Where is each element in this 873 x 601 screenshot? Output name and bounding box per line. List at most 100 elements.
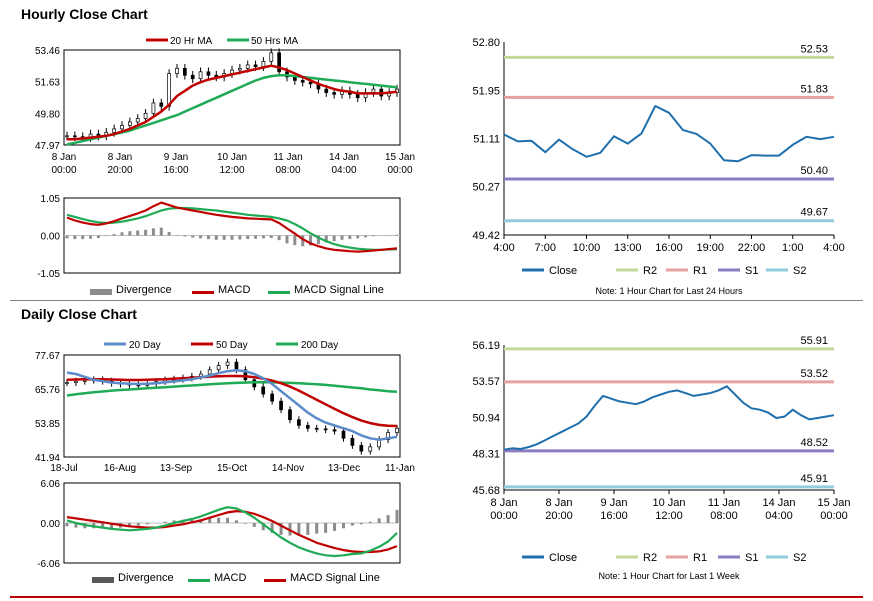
legend-label-r2: R2 — [643, 552, 657, 564]
x-tick-label: 22:00 — [738, 242, 766, 254]
candle-body — [324, 88, 329, 93]
level-label-s2: 45.91 — [800, 473, 828, 485]
candle-body — [238, 67, 242, 71]
candle-body — [234, 361, 239, 371]
hm-y-tick-label: 1.05 — [41, 194, 61, 205]
hourly-price-y-tick-label: 53.46 — [35, 46, 60, 57]
hourly-price-x-tick-time: 04:00 — [331, 165, 356, 176]
dl-y-tick-label: 56.19 — [472, 340, 500, 352]
hourly-price-x-tick-time: 08:00 — [275, 165, 300, 176]
candle-body — [135, 118, 140, 123]
hl-y-tick-label: 52.80 — [472, 37, 500, 49]
dl-y-tick-label: 53.57 — [472, 376, 500, 388]
chart-note: Note: 1 Hour Chart for Last 1 Week — [599, 571, 740, 581]
hourly-price-x-tick-date: 15 Jan — [385, 152, 415, 163]
x-tick-label: 4:00 — [493, 242, 514, 254]
x-tick-time: 00:00 — [490, 510, 518, 522]
level-label-r2: 55.91 — [800, 335, 828, 347]
candle-body — [323, 428, 328, 431]
dl-y-tick-label: 50.94 — [472, 412, 500, 424]
macd-legend-swatch — [188, 579, 210, 582]
candle-body — [167, 73, 171, 107]
hourly-macd-chart: 1.05 0.00 -1.05 — [37, 194, 401, 280]
daily-levels-chart: 56.19 53.57 50.94 48.31 45.68 55.91 53.52 48.52… — [472, 335, 850, 581]
hourly-price-x-tick-time: 16:00 — [163, 165, 188, 176]
candle-body — [183, 67, 187, 76]
candle-body — [190, 74, 195, 80]
hourly-price-y-tick-label: 47.97 — [35, 141, 60, 152]
candle-body — [151, 102, 156, 114]
legend-label-s2: S2 — [793, 552, 806, 564]
x-tick-time: 04:00 — [765, 510, 793, 522]
level-label-s2: 49.67 — [800, 207, 828, 219]
daily-price-y-tick-label: 41.94 — [35, 453, 60, 464]
daily-legend-macd: MACD — [214, 572, 247, 584]
daily-price-y-tick-label: 77.67 — [35, 351, 60, 362]
signal-legend-swatch — [268, 291, 290, 294]
macd-line — [66, 506, 398, 558]
ma-20-line — [66, 369, 398, 441]
legend-label-close: Close — [549, 552, 577, 564]
candle-body — [269, 52, 274, 62]
footer-bar — [10, 596, 863, 598]
hourly-price-x-tick-time: 20:00 — [107, 165, 132, 176]
level-label-s1: 48.52 — [800, 437, 828, 449]
dm-y-tick-label: 0.00 — [41, 519, 61, 530]
ma-50-line — [66, 374, 398, 428]
x-tick-label: 13:00 — [614, 242, 642, 254]
x-tick-time: 20:00 — [545, 510, 573, 522]
level-label-r1: 53.52 — [800, 368, 828, 380]
hl-y-tick-label: 51.11 — [473, 134, 500, 146]
candle-body — [112, 128, 116, 133]
divergence-legend-swatch — [90, 289, 112, 295]
x-tick-date: 10 Jan — [652, 497, 685, 509]
candle-body — [350, 437, 355, 446]
section-divider — [10, 300, 863, 301]
candle-body — [386, 432, 390, 441]
signal-legend-swatch — [264, 579, 286, 582]
ma-20-line — [67, 64, 398, 141]
x-tick-date: 14 Jan — [762, 497, 795, 509]
hourly-macd-legend: Divergence MACD MACD Signal Line — [60, 284, 420, 298]
macd-signal-line — [66, 206, 398, 251]
dl-y-tick-label: 48.31 — [472, 449, 500, 461]
candle-body — [355, 93, 360, 99]
legend-label-r1: R1 — [693, 552, 707, 564]
candle-body — [253, 64, 258, 67]
hm-y-tick-label: -1.05 — [37, 269, 60, 280]
x-tick-date: 15 Jan — [817, 497, 850, 509]
candle-body — [198, 71, 203, 80]
dl-y-tick-label: 45.68 — [472, 485, 500, 497]
candle-body — [206, 71, 211, 76]
candle-body — [175, 67, 179, 74]
macd-signal-line — [66, 509, 398, 554]
hourly-price-x-tick-date: 8 Jan — [108, 152, 132, 163]
hourly-legend-macd: MACD — [218, 284, 251, 296]
x-tick-label: 1:00 — [782, 242, 803, 254]
daily-price-x-tick: 14-Nov — [272, 463, 304, 474]
candle-body — [395, 427, 399, 433]
candle-body — [288, 409, 292, 421]
x-tick-time: 08:00 — [710, 510, 738, 522]
hourly-legend-signal: MACD Signal Line — [294, 284, 384, 296]
candle-body — [73, 135, 77, 138]
candle-body — [207, 369, 212, 375]
candle-body — [225, 361, 230, 366]
legend-label-s1: S1 — [745, 265, 758, 277]
x-tick-date: 9 Jan — [601, 497, 628, 509]
close-line — [503, 385, 835, 451]
hl-y-tick-label: 51.95 — [472, 86, 500, 98]
hourly-price-x-tick-date: 10 Jan — [217, 152, 247, 163]
hourly-section-title: Hourly Close Chart — [21, 6, 148, 22]
x-tick-date: 8 Jan — [546, 497, 573, 509]
candle-body — [216, 365, 221, 371]
candle-body — [245, 64, 250, 69]
hourly-price-x-tick-time: 12:00 — [219, 165, 244, 176]
candle-body — [270, 393, 274, 402]
hourly-price-x-tick-time: 00:00 — [51, 165, 76, 176]
candle-body — [120, 125, 124, 130]
daily-price-x-tick: 11-Jan — [385, 463, 415, 474]
hourly-price-y-tick-label: 51.63 — [35, 78, 60, 89]
legend-200day-label: 200 Day — [301, 340, 338, 351]
